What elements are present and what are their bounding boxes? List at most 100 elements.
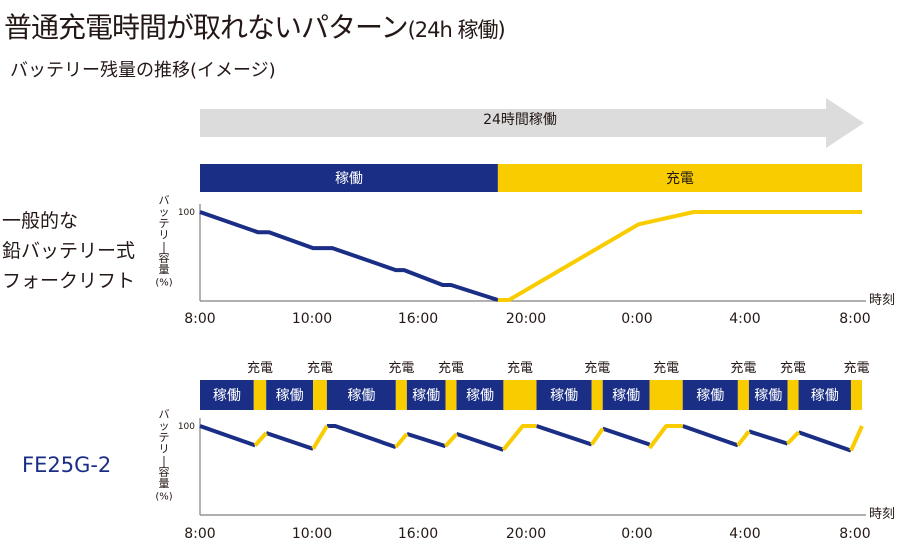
schedule-label: 稼働 bbox=[213, 388, 241, 404]
charge-top-label: 充電 bbox=[388, 360, 414, 376]
x-tick-label: 4:00 bbox=[729, 311, 760, 327]
y-axis-label-char: バ bbox=[159, 194, 170, 207]
operate-line bbox=[602, 426, 651, 447]
schedule-operate-block bbox=[682, 380, 738, 410]
y-tick-label: 100 bbox=[178, 208, 195, 218]
schedule-charge-block bbox=[649, 380, 683, 410]
charge-line bbox=[736, 430, 751, 447]
operate-line bbox=[682, 424, 739, 448]
schedule-label: 稼働 bbox=[412, 388, 440, 404]
y-axis-label-char: リ bbox=[159, 229, 170, 242]
charge-line bbox=[501, 424, 537, 452]
y-axis-label-char: | bbox=[162, 454, 166, 467]
title-paren: (24h 稼働) bbox=[407, 18, 506, 42]
schedule-charge-block bbox=[313, 380, 327, 410]
x-tick-label: 8:00 bbox=[184, 526, 215, 542]
y-axis-label-char: テ bbox=[159, 431, 170, 444]
schedule-charge-block bbox=[253, 380, 267, 410]
charge-top-label: 充電 bbox=[438, 360, 464, 376]
charge-line bbox=[444, 432, 458, 448]
charge-top-label: 充電 bbox=[584, 360, 610, 376]
y-axis-label-char: リ bbox=[159, 443, 170, 456]
schedule-label: 稼働 bbox=[696, 388, 724, 404]
page-title: 普通充電時間が取れないパターン(24h 稼働) bbox=[4, 6, 506, 46]
y-axis-label-char: 容 bbox=[159, 465, 170, 479]
charge-line bbox=[394, 432, 409, 449]
y-axis-label-char: 容 bbox=[159, 251, 170, 265]
charge-line bbox=[786, 430, 801, 445]
schedule-charge-block bbox=[395, 380, 407, 410]
row-label-line: フォークリフト bbox=[2, 270, 136, 292]
y-axis-label-char: ッ bbox=[159, 206, 170, 219]
y-axis-label-char: 量 bbox=[159, 477, 170, 490]
schedule-label: 稼働 bbox=[335, 171, 363, 187]
y-axis-label-char: ッ bbox=[159, 420, 170, 433]
schedule-label: 稼働 bbox=[811, 388, 839, 404]
operate-line bbox=[199, 424, 256, 448]
x-tick-label: 8:00 bbox=[184, 311, 215, 327]
charge-top-label: 充電 bbox=[730, 360, 756, 376]
x-axis-label: 時刻 bbox=[869, 293, 895, 308]
x-tick-label: 0:00 bbox=[621, 311, 652, 327]
x-tick-label: 20:00 bbox=[506, 311, 546, 327]
x-tick-label: 10:00 bbox=[292, 526, 332, 542]
schedule-charge-block bbox=[850, 380, 862, 410]
charge-line bbox=[648, 424, 683, 450]
schedule-operate-block bbox=[266, 380, 314, 410]
charge-top-label: 充電 bbox=[507, 360, 533, 376]
operate-line bbox=[797, 430, 852, 453]
schedule-charge-block bbox=[497, 164, 862, 192]
schedule-operate-block bbox=[602, 380, 650, 410]
schedule-label: 稼働 bbox=[612, 388, 640, 404]
row-label-fe25g2: FE25G-2 bbox=[22, 453, 112, 477]
y-axis-label-unit: (%) bbox=[155, 492, 172, 503]
schedule-charge-block bbox=[503, 380, 537, 410]
schedule-label: 稼働 bbox=[276, 388, 304, 404]
charge-top-label: 充電 bbox=[843, 360, 869, 376]
schedule-label: 稼働 bbox=[550, 388, 578, 404]
x-tick-label: 8:00 bbox=[839, 526, 870, 542]
charge-top-label: 充電 bbox=[780, 360, 806, 376]
operate-line bbox=[199, 210, 499, 302]
x-tick-label: 10:00 bbox=[292, 311, 332, 327]
schedule-operate-block bbox=[456, 380, 504, 410]
operate-line bbox=[748, 429, 789, 446]
operate-line bbox=[455, 432, 505, 452]
charge-top-label: 充電 bbox=[247, 360, 273, 376]
schedule-operate-block bbox=[326, 380, 396, 410]
schedule-charge-block bbox=[591, 380, 603, 410]
row-label-line: 鉛バッテリー式 bbox=[2, 240, 136, 262]
schedule-charge-block bbox=[445, 380, 457, 410]
x-tick-label: 16:00 bbox=[398, 526, 438, 542]
duration-arrow bbox=[200, 98, 864, 148]
x-tick-label: 20:00 bbox=[506, 526, 546, 542]
row-label-lead-acid: 一般的な 鉛バッテリー式 フォークリフト bbox=[2, 206, 135, 296]
schedule-operate-block bbox=[200, 380, 254, 410]
operate-line bbox=[535, 424, 593, 447]
arrow-label: 24時間稼働 bbox=[483, 112, 557, 128]
schedule-label: 稼働 bbox=[347, 388, 375, 404]
x-axis-label: 時刻 bbox=[869, 507, 895, 522]
charge-line bbox=[311, 424, 329, 450]
schedule-operate-block bbox=[748, 380, 788, 410]
row-label-line: 一般的な bbox=[2, 210, 79, 232]
x-tick-label: 4:00 bbox=[729, 526, 760, 542]
operate-line bbox=[265, 431, 314, 451]
operate-line bbox=[406, 431, 447, 449]
title-main: 普通充電時間が取れないパターン bbox=[4, 11, 409, 44]
charge-line bbox=[590, 427, 605, 446]
schedule-charge-block bbox=[737, 380, 749, 410]
y-axis-label-unit: (%) bbox=[155, 278, 172, 289]
subtitle: バッテリー残量の推移(イメージ) bbox=[10, 60, 276, 81]
schedule-operate-block bbox=[798, 380, 851, 410]
y-axis-label-char: バ bbox=[159, 408, 170, 421]
schedule-label: 稼働 bbox=[466, 388, 494, 404]
operate-line bbox=[326, 424, 397, 449]
x-tick-label: 8:00 bbox=[839, 311, 870, 327]
schedule-label: 充電 bbox=[666, 171, 694, 187]
y-tick-label: 100 bbox=[178, 422, 195, 432]
y-axis-label-char: | bbox=[162, 240, 166, 253]
charge-line bbox=[253, 431, 268, 447]
